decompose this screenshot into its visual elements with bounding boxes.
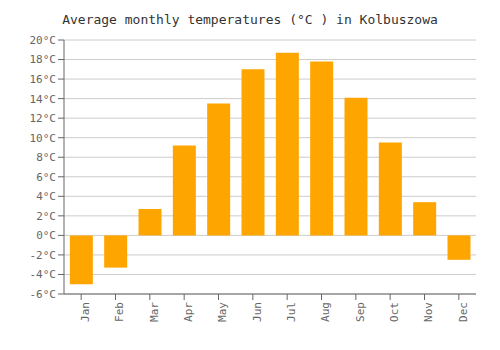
- svg-text:18°C: 18°C: [30, 53, 57, 66]
- svg-text:2°C: 2°C: [36, 210, 56, 223]
- svg-text:Jun: Jun: [251, 302, 264, 322]
- svg-text:Feb: Feb: [113, 302, 126, 322]
- svg-text:Sep: Sep: [354, 302, 367, 322]
- svg-text:Jul: Jul: [285, 302, 298, 322]
- svg-text:16°C: 16°C: [30, 73, 57, 86]
- svg-text:May: May: [216, 302, 229, 322]
- svg-text:Mar: Mar: [148, 302, 161, 322]
- svg-text:Dec: Dec: [457, 302, 470, 322]
- svg-text:Nov: Nov: [422, 302, 435, 322]
- svg-text:8°C: 8°C: [36, 151, 56, 164]
- svg-text:14°C: 14°C: [30, 93, 57, 106]
- svg-text:12°C: 12°C: [30, 112, 57, 125]
- svg-text:20°C: 20°C: [30, 34, 57, 47]
- svg-text:10°C: 10°C: [30, 132, 57, 145]
- svg-text:Apr: Apr: [182, 302, 195, 322]
- svg-text:Aug: Aug: [319, 302, 332, 322]
- svg-text:Jan: Jan: [79, 302, 92, 322]
- svg-text:6°C: 6°C: [36, 171, 56, 184]
- svg-text:-6°C: -6°C: [30, 288, 57, 301]
- html-text:Average monthly temperatures (: Average monthly temperatures (°C ) in Ko…: [62, 12, 438, 27]
- svg-text:0°C: 0°C: [36, 229, 56, 242]
- svg-text:-2°C: -2°C: [30, 249, 57, 262]
- svg-text:-4°C: -4°C: [30, 268, 57, 281]
- svg-text:4°C: 4°C: [36, 190, 56, 203]
- svg-text:Oct: Oct: [388, 302, 401, 322]
